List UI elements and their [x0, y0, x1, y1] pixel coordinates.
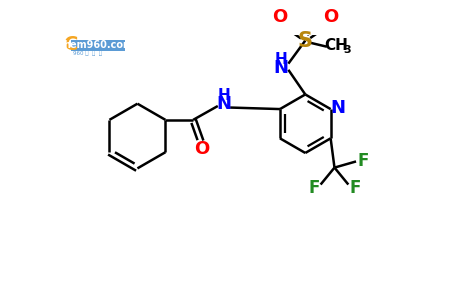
FancyBboxPatch shape: [71, 40, 125, 51]
Text: CH: CH: [324, 38, 348, 53]
Text: 960 化  工  网: 960 化 工 网: [73, 50, 102, 56]
Text: O: O: [323, 8, 338, 26]
Text: H: H: [274, 52, 287, 67]
Text: H: H: [218, 88, 230, 103]
Text: F: F: [350, 179, 361, 197]
Text: N: N: [217, 95, 231, 113]
Text: S: S: [298, 30, 313, 51]
Text: hem960.com: hem960.com: [63, 40, 133, 50]
Text: N: N: [331, 98, 346, 117]
Text: 3: 3: [343, 45, 351, 55]
Text: F: F: [357, 152, 369, 170]
Text: O: O: [272, 8, 288, 26]
Text: O: O: [194, 140, 209, 158]
Text: F: F: [308, 179, 319, 197]
Text: N: N: [273, 59, 288, 76]
Text: C: C: [64, 35, 79, 54]
